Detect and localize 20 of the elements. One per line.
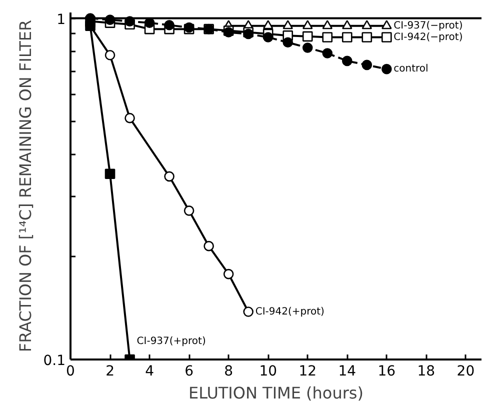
- series-label: control: [394, 64, 428, 75]
- x-tick-label: 4: [145, 364, 154, 380]
- x-tick-label: 0: [66, 364, 75, 380]
- x-tick-label: 18: [417, 364, 436, 380]
- x-tick-label: 8: [224, 364, 234, 380]
- x-tick-label: 6: [184, 364, 194, 380]
- x-tick-label: 10: [259, 364, 278, 380]
- y-axis-title: FRACTION OF [¹⁴C] REMAINING ON FILTER: [16, 20, 36, 352]
- x-tick-label: 12: [298, 364, 317, 380]
- x-tick-label: 14: [338, 364, 356, 380]
- x-axis-title: ELUTION TIME (hours): [188, 384, 364, 402]
- series-label: CI-937(−prot): [394, 20, 463, 32]
- y-tick-label: 1: [56, 12, 66, 28]
- series-label: CI-937(+prot): [136, 336, 206, 347]
- x-tick-label: 2: [106, 364, 114, 380]
- series-label: CI-942(+prot): [255, 306, 325, 318]
- series-label: CI-942(−prot): [394, 32, 463, 43]
- x-tick-label: 20: [456, 364, 475, 380]
- x-tick-label: 16: [378, 364, 396, 380]
- y-tick-label: 0.1: [43, 353, 66, 369]
